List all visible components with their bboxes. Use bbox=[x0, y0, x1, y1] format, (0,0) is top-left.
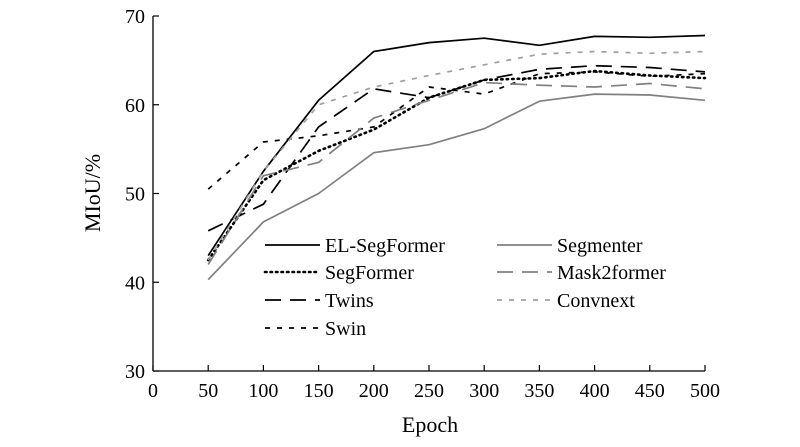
x-tick-label: 400 bbox=[580, 380, 610, 402]
x-tick-label: 300 bbox=[469, 380, 499, 402]
legend: EL-SegFormer SegFormer Twins Swin Segmenter M… bbox=[263, 235, 666, 340]
legend-label-mask2former: Mask2former bbox=[557, 262, 666, 284]
legend-label-swin: Swin bbox=[325, 318, 366, 340]
legend-label-convnext: Convnext bbox=[557, 290, 635, 312]
x-tick-label: 0 bbox=[148, 380, 158, 402]
y-axis-title: MIoU/% bbox=[80, 154, 105, 232]
legend-label-segmenter: Segmenter bbox=[557, 235, 643, 257]
x-tick-label: 350 bbox=[524, 380, 554, 402]
series-line-el-segformer bbox=[207, 34, 706, 257]
series-line-mask2former bbox=[207, 81, 706, 265]
x-tick-label: 100 bbox=[248, 380, 278, 402]
x-tick-label: 200 bbox=[359, 380, 389, 402]
x-axis-title: Epoch bbox=[402, 412, 458, 437]
y-tick-label: 60 bbox=[125, 95, 145, 117]
y-tick-label: 30 bbox=[125, 361, 145, 383]
legend-label-twins: Twins bbox=[325, 290, 374, 312]
series-line-twins bbox=[207, 64, 706, 232]
x-tick-label: 250 bbox=[414, 380, 444, 402]
y-tick-label: 40 bbox=[125, 272, 145, 294]
y-tick-label: 50 bbox=[125, 184, 145, 206]
x-tick-label: 150 bbox=[304, 380, 334, 402]
y-tick-label: 70 bbox=[125, 6, 145, 28]
x-tick-label: 450 bbox=[635, 380, 665, 402]
series-line-segmenter bbox=[207, 93, 706, 281]
axes: 0 50 100 150 200 250 300 350 400 450 500 30 40 50 60 70 bbox=[125, 6, 720, 402]
series-group bbox=[206, 34, 707, 281]
legend-label-el-segformer: EL-SegFormer bbox=[325, 235, 445, 257]
legend-label-segformer: SegFormer bbox=[325, 262, 414, 284]
series-line-convnext bbox=[207, 50, 706, 261]
series-line-segformer bbox=[206, 69, 707, 262]
x-tick-label: 500 bbox=[690, 380, 720, 402]
x-tick-label: 50 bbox=[198, 380, 218, 402]
